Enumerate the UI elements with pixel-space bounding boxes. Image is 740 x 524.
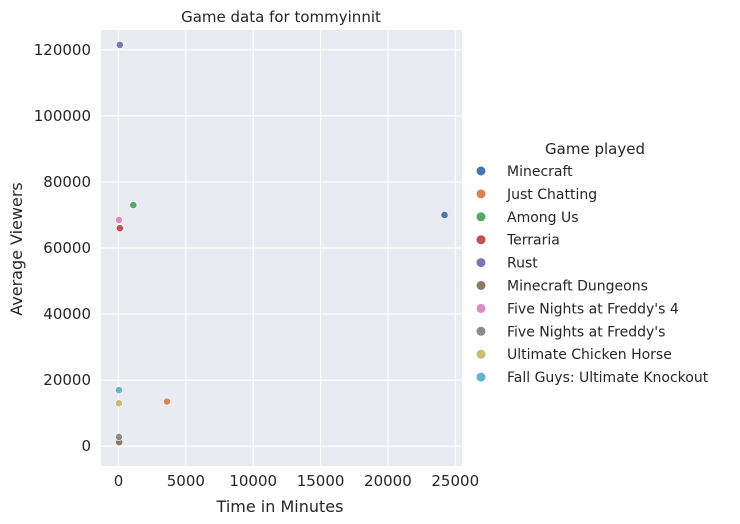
legend-marker [476, 189, 486, 199]
legend-label: Terraria [506, 233, 560, 249]
data-point [115, 224, 124, 233]
legend-label: Rust [507, 256, 538, 272]
data-point [115, 433, 123, 441]
y-axis-ticks: 0 20000 40000 60000 80000 100000 120000 [34, 41, 91, 455]
data-point [440, 211, 449, 219]
legend-label: Five Nights at Freddy's [507, 324, 665, 340]
legend-marker [476, 235, 486, 245]
legend-label: Minecraft [507, 164, 573, 180]
legend-label: Just Chatting [506, 187, 597, 203]
x-tick-label: 0 [114, 472, 124, 490]
legend-marker [476, 212, 486, 222]
x-axis-title: Time in Minutes [216, 497, 344, 516]
data-point [163, 397, 171, 406]
y-tick-label: 60000 [43, 239, 91, 257]
y-tick-label: 100000 [34, 107, 91, 125]
y-tick-label: 0 [81, 437, 91, 455]
legend-marker [476, 166, 486, 176]
legend-marker [476, 258, 486, 268]
x-tick-label: 10000 [229, 472, 277, 490]
legend-label: Minecraft Dungeons [507, 279, 648, 295]
legend-label: Among Us [507, 210, 579, 226]
grid-lines [101, 30, 462, 466]
legend: Minecraft Just Chatting Among Us Terraria Ru… [476, 164, 709, 386]
legend-marker [476, 281, 486, 290]
x-tick-label: 25000 [431, 472, 479, 490]
legend-label: Five Nights at Freddy's 4 [507, 301, 679, 317]
y-tick-label: 120000 [34, 41, 91, 59]
data-point [115, 216, 123, 224]
x-tick-label: 15000 [297, 472, 345, 490]
x-axis-ticks: 0 5000 10000 15000 20000 25000 [114, 472, 479, 490]
data-point [115, 386, 123, 394]
legend-marker [476, 349, 486, 359]
y-axis-title: Average Viewers [7, 182, 26, 316]
y-tick-label: 20000 [43, 371, 91, 389]
y-tick-label: 80000 [43, 173, 91, 191]
legend-title: Game played [545, 140, 645, 158]
legend-label: Ultimate Chicken Horse [507, 347, 672, 363]
chart-title: Game data for tommyinnit [181, 8, 381, 26]
data-point [115, 399, 123, 408]
legend-marker [476, 303, 486, 313]
data-point [129, 201, 138, 209]
x-tick-label: 5000 [167, 472, 205, 490]
legend-marker [476, 326, 486, 336]
legend-label: Fall Guys: Ultimate Knockout [507, 370, 709, 386]
y-tick-label: 40000 [43, 305, 91, 323]
legend-marker [476, 372, 486, 382]
data-point [115, 40, 124, 49]
x-tick-label: 20000 [364, 472, 412, 490]
data-points [115, 40, 449, 447]
